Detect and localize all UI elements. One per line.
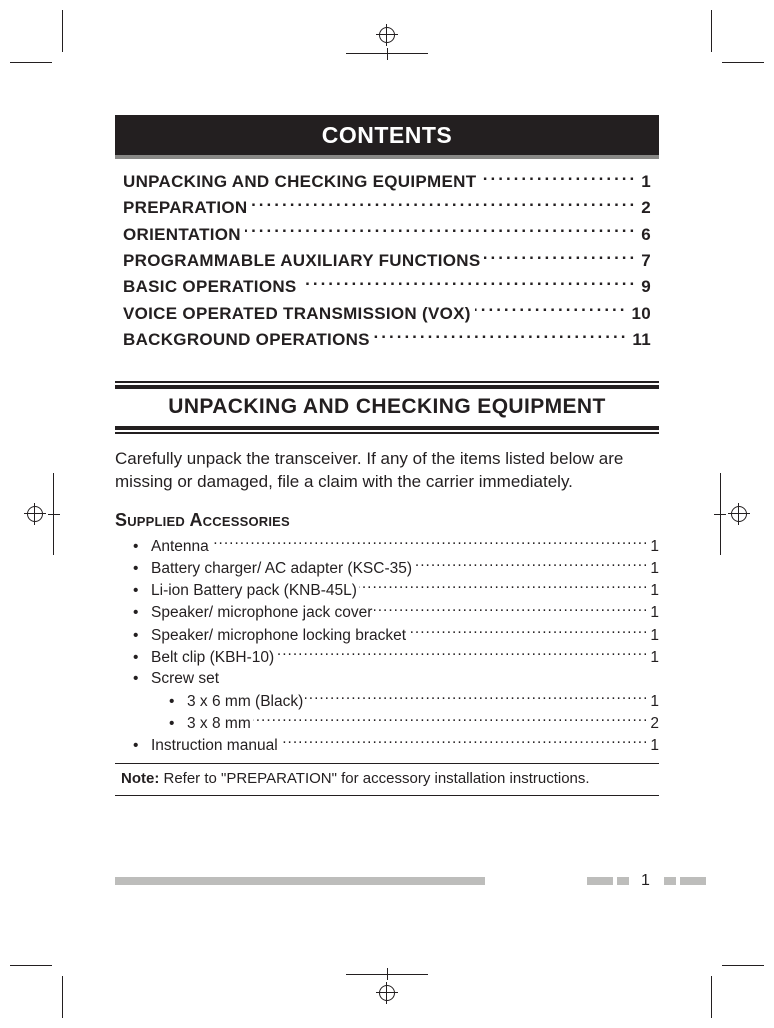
list-item: • 3 x 6 mm (Black) 1	[133, 690, 659, 712]
bullet-icon: •	[169, 691, 187, 713]
leader-dots	[280, 734, 649, 750]
bullet-icon: •	[133, 558, 151, 580]
list-item: • 3 x 8 mm 2	[133, 712, 659, 734]
toc-label: BASIC OPERATIONS	[123, 274, 297, 300]
accessory-label: Li-ion Battery pack (KNB-45L)	[151, 580, 357, 602]
accessory-qty: 1	[650, 536, 659, 558]
toc-page: 9	[641, 274, 651, 300]
page-footer: 1	[115, 873, 659, 889]
intro-paragraph: Carefully unpack the transceiver. If any…	[115, 448, 659, 494]
toc-page: 2	[641, 195, 651, 221]
toc-row: VOICE OPERATED TRANSMISSION (VOX) 10	[123, 301, 651, 327]
bullet-icon: •	[133, 580, 151, 602]
toc-label: ORIENTATION	[123, 222, 241, 248]
bullet-icon: •	[133, 536, 151, 558]
page-content: CONTENTS UNPACKING AND CHECKING EQUIPMEN…	[115, 115, 659, 796]
leader-dots	[276, 646, 648, 662]
footer-bar	[587, 877, 613, 885]
bullet-icon: •	[133, 602, 151, 624]
list-item: • Speaker/ microphone jack cover 1	[133, 602, 659, 624]
toc-row: UNPACKING AND CHECKING EQUIPMENT 1	[123, 169, 651, 195]
bullet-icon: •	[169, 713, 187, 735]
toc-leader	[374, 328, 629, 345]
toc-leader	[301, 275, 638, 292]
footer-bar	[664, 877, 676, 885]
leader-dots	[359, 580, 648, 596]
list-item: • Belt clip (KBH-10) 1	[133, 646, 659, 668]
accessories-list: • Antenna 1 • Battery charger/ AC adapte…	[115, 535, 659, 756]
toc-row: PROGRAMMABLE AUXILIARY FUNCTIONS 7	[123, 248, 651, 274]
footer-bar	[115, 877, 485, 885]
toc-row: BASIC OPERATIONS 9	[123, 274, 651, 300]
accessory-label: Antenna	[151, 536, 209, 558]
toc-leader	[484, 249, 637, 266]
table-of-contents: UNPACKING AND CHECKING EQUIPMENT 1 PREPA…	[115, 169, 659, 353]
accessory-qty: 1	[650, 691, 659, 713]
toc-label: PROGRAMMABLE AUXILIARY FUNCTIONS	[123, 248, 480, 274]
toc-leader	[480, 170, 637, 187]
accessory-qty: 1	[650, 647, 659, 669]
accessory-qty: 1	[650, 735, 659, 757]
toc-page: 6	[641, 222, 651, 248]
toc-leader	[252, 196, 638, 213]
page-number: 1	[641, 872, 650, 890]
bullet-icon: •	[133, 735, 151, 757]
note-box: Note: Refer to "PREPARATION" for accesso…	[115, 763, 659, 796]
bullet-icon: •	[133, 647, 151, 669]
toc-label: VOICE OPERATED TRANSMISSION (VOX)	[123, 301, 471, 327]
toc-row: ORIENTATION 6	[123, 222, 651, 248]
toc-page: 10	[631, 301, 651, 327]
leader-dots	[414, 557, 648, 573]
accessory-label: Instruction manual	[151, 735, 278, 757]
leader-dots	[305, 690, 648, 706]
accessory-label: 3 x 6 mm (Black)	[187, 691, 303, 713]
toc-page: 1	[641, 169, 651, 195]
accessory-qty: 1	[650, 625, 659, 647]
toc-page: 7	[641, 248, 651, 274]
list-item: • Antenna 1	[133, 535, 659, 557]
toc-row: BACKGROUND OPERATIONS 11	[123, 327, 651, 353]
accessory-qty: 1	[650, 602, 659, 624]
accessory-qty: 1	[650, 580, 659, 602]
note-label: Note:	[121, 770, 159, 787]
note-text: Refer to "PREPARATION" for accessory ins…	[159, 770, 589, 787]
section-title: UNPACKING AND CHECKING EQUIPMENT	[115, 385, 659, 430]
toc-row: PREPARATION 2	[123, 195, 651, 221]
accessory-qty: 1	[650, 558, 659, 580]
bullet-icon: •	[133, 668, 151, 690]
leader-dots	[408, 624, 648, 640]
toc-label: PREPARATION	[123, 195, 248, 221]
toc-label: UNPACKING AND CHECKING EQUIPMENT	[123, 169, 476, 195]
accessory-label: Battery charger/ AC adapter (KSC-35)	[151, 558, 412, 580]
list-item: • Battery charger/ AC adapter (KSC-35) 1	[133, 557, 659, 579]
list-item: • Instruction manual 1	[133, 734, 659, 756]
toc-label: BACKGROUND OPERATIONS	[123, 327, 370, 353]
supplied-accessories-heading: Supplied Accessories	[115, 510, 659, 531]
accessory-label: 3 x 8 mm	[187, 713, 251, 735]
leader-dots	[211, 535, 649, 551]
list-item: • Screw set	[133, 668, 659, 690]
footer-bar	[680, 877, 706, 885]
leader-dots	[253, 712, 649, 728]
toc-leader	[475, 302, 628, 319]
list-item: • Speaker/ microphone locking bracket 1	[133, 624, 659, 646]
accessory-label: Screw set	[151, 668, 219, 690]
leader-dots	[374, 602, 648, 618]
accessory-label: Belt clip (KBH-10)	[151, 647, 274, 669]
bullet-icon: •	[133, 625, 151, 647]
accessory-label: Speaker/ microphone jack cover	[151, 602, 372, 624]
contents-banner-label: CONTENTS	[322, 122, 453, 148]
accessory-qty: 2	[650, 713, 659, 735]
list-item: • Li-ion Battery pack (KNB-45L) 1	[133, 580, 659, 602]
toc-leader	[245, 223, 637, 240]
footer-bar	[617, 877, 629, 885]
contents-banner: CONTENTS	[115, 115, 659, 159]
toc-page: 11	[632, 327, 651, 353]
accessory-label: Speaker/ microphone locking bracket	[151, 625, 406, 647]
